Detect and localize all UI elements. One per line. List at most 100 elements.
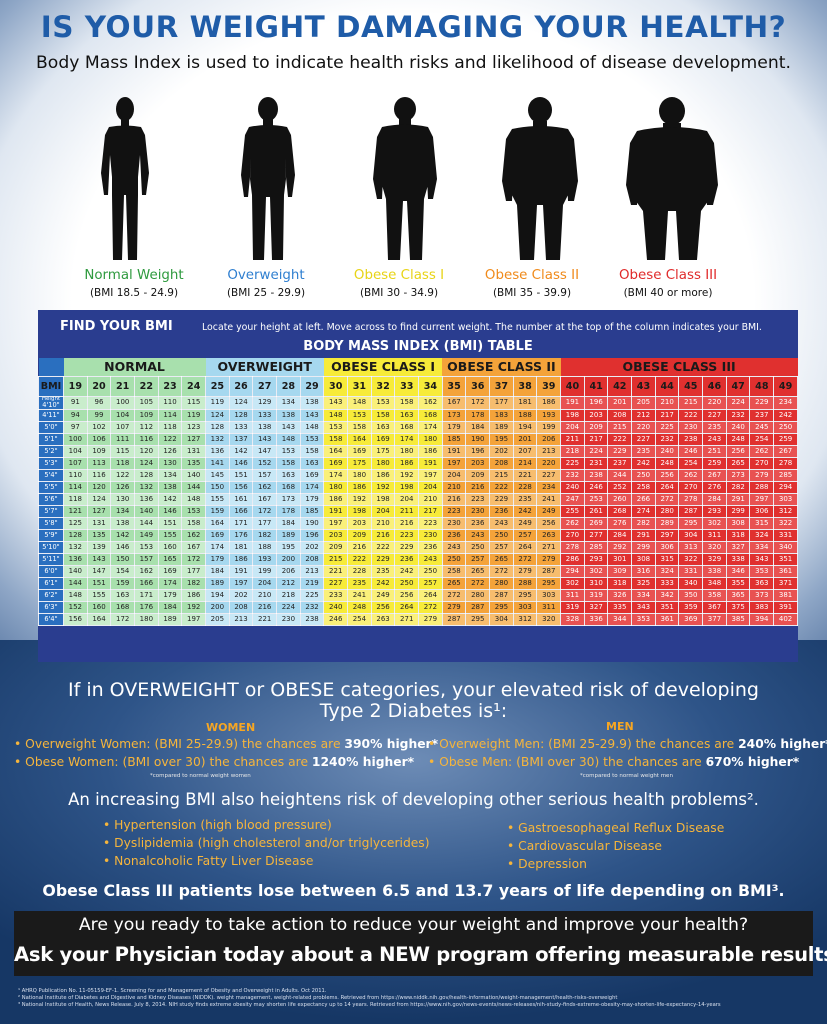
weight-cell: 270 [560, 528, 585, 543]
weight-cell: 257 [512, 528, 538, 543]
weight-cell: 249 [370, 589, 396, 603]
weight-cell: 350 [678, 589, 704, 603]
weight-cell: 340 [773, 541, 798, 555]
weight-cell: 229 [607, 444, 633, 458]
height-cell: 5'7" [38, 504, 64, 518]
weight-cell: 208 [607, 408, 633, 422]
weight-cell: 180 [347, 468, 372, 482]
weight-cell: 219 [299, 577, 325, 591]
weight-cell: 208 [489, 456, 514, 470]
weight-cell: 174 [418, 420, 443, 434]
weight-cell: 285 [773, 468, 798, 482]
weight-cell: 278 [773, 456, 798, 470]
weight-cell: 179 [441, 420, 467, 434]
height-cell: 5'2" [38, 444, 64, 458]
bmi-value-header: 25 [205, 375, 230, 397]
weight-cell: 171 [228, 516, 254, 530]
bmi-value-header: 36 [465, 375, 491, 397]
weight-cell: 140 [63, 565, 88, 579]
weight-cell: 263 [536, 528, 562, 543]
weight-cell: 193 [252, 553, 278, 567]
weight-cell: 199 [252, 565, 278, 579]
weight-cell: 225 [560, 456, 585, 470]
weight-cell: 124 [86, 492, 112, 506]
weight-cell: 230 [465, 504, 491, 518]
weight-cell: 169 [299, 468, 325, 482]
weight-cell: 261 [583, 504, 609, 518]
weight-cell: 158 [299, 444, 325, 458]
weight-cell: 143 [86, 553, 112, 567]
overweight-label: Overweight [227, 268, 305, 283]
weight-cell: 318 [607, 577, 633, 591]
weight-cell: 224 [583, 444, 609, 458]
weight-cell: 153 [134, 541, 159, 555]
bmi-value-header: 48 [749, 375, 775, 397]
height-label: Height [41, 396, 61, 402]
weight-cell: 242 [512, 504, 538, 518]
weight-cell: 237 [607, 456, 633, 470]
weight-cell: 218 [560, 444, 585, 458]
weight-cell: 144 [134, 516, 159, 530]
weight-cell: 184 [205, 565, 230, 579]
weight-cell: 179 [205, 553, 230, 567]
bmi-instructions: Locate your height at left. Move across … [202, 322, 762, 333]
height-cell: 6'3" [38, 601, 64, 615]
weight-cell: 284 [702, 492, 727, 506]
diabetes-risk-heading: If in OVERWEIGHT or OBESE categories, yo… [0, 680, 827, 722]
weight-cell: 238 [299, 613, 325, 627]
weight-cell: 186 [394, 456, 420, 470]
weight-cell: 279 [749, 468, 775, 482]
weight-cell: 157 [252, 468, 278, 482]
weight-cell: 232 [560, 468, 585, 482]
weight-cell: 213 [536, 444, 562, 458]
table-row: 6'1" 144 151 159 166 174 182 189 197 204 212 219 227… [38, 577, 798, 591]
weight-cell: 184 [276, 516, 301, 530]
table-row: 5'7" 121 127 134 140 146 153 159 166 172 178 185 191… [38, 504, 798, 518]
weight-cell: 402 [773, 613, 798, 627]
weight-cell: 295 [536, 577, 562, 591]
weight-cell: 262 [749, 444, 775, 458]
weight-cell: 134 [276, 395, 301, 410]
weight-cell: 168 [276, 480, 301, 494]
weight-cell: 270 [678, 480, 704, 494]
weight-cell: 131 [181, 444, 207, 458]
weight-cell: 128 [134, 468, 159, 482]
weight-cell: 236 [441, 528, 467, 543]
weight-cell: 250 [441, 553, 467, 567]
weight-cell: 189 [276, 528, 301, 543]
table-row: 5'0" 97 102 107 112 118 123 128 133 138 143 148 153 1… [38, 420, 798, 434]
weight-cell: 119 [205, 395, 230, 410]
weight-cell: 299 [725, 504, 751, 518]
weight-cell: 196 [583, 395, 609, 410]
height-cell: 5'11" [38, 553, 64, 567]
weight-cell: 263 [370, 613, 396, 627]
weight-cell: 206 [276, 565, 301, 579]
weight-cell: 230 [418, 528, 443, 543]
weight-cell: 222 [347, 553, 372, 567]
obese-class-iii-life-years: Obese Class III patients lose between 6.… [42, 881, 785, 900]
bmi-value-header: 47 [725, 375, 751, 397]
weight-cell: 153 [276, 444, 301, 458]
problem-hypertension: • Hypertension (high blood pressure) [103, 818, 332, 832]
height-cell: 6'1" [38, 577, 64, 591]
weight-cell: 163 [110, 589, 136, 603]
weight-cell: 287 [489, 589, 514, 603]
diabetes-risk-line-1: If in OVERWEIGHT or OBESE categories, yo… [67, 679, 759, 701]
weight-cell: 250 [394, 577, 420, 591]
diabetes-risk-line-2: Type 2 Diabetes is¹: [319, 700, 508, 722]
weight-cell: 162 [418, 395, 443, 410]
weight-cell: 246 [678, 444, 704, 458]
weight-cell: 169 [205, 528, 230, 543]
weight-cell: 258 [441, 565, 467, 579]
weight-cell: 158 [347, 420, 372, 434]
weight-cell: 153 [370, 395, 396, 410]
weight-cell: 223 [465, 492, 491, 506]
weight-cell: 306 [749, 504, 775, 518]
weight-cell: 132 [134, 480, 159, 494]
weight-cell: 154 [110, 565, 136, 579]
weight-cell: 260 [607, 492, 633, 506]
table-row: 4'11" 94 99 104 109 114 119 124 128 133 138 143 148 1… [38, 408, 798, 422]
weight-cell: 141 [205, 456, 230, 470]
weight-cell: 287 [678, 504, 704, 518]
height-cell: 6'4" [38, 613, 64, 627]
